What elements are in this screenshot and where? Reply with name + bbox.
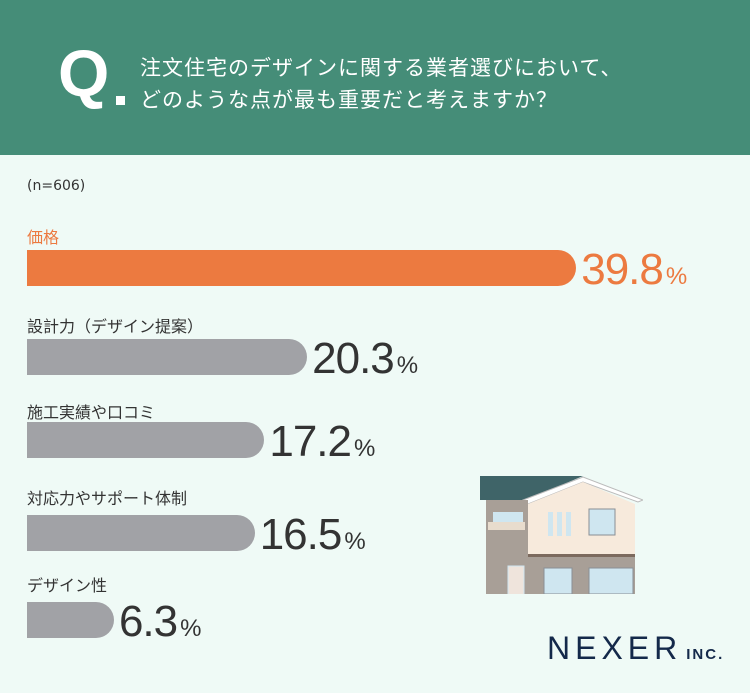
- value-number: 17.2: [269, 417, 352, 466]
- question-line-1: 注文住宅のデザインに関する業者選びにおいて、: [140, 56, 623, 80]
- value-label: 20.3%: [312, 334, 418, 383]
- value-unit: %: [344, 528, 365, 555]
- q-dot: [116, 96, 125, 105]
- value-label: 6.3%: [118, 597, 202, 646]
- nexer-logo: NEXER INC.: [547, 630, 724, 667]
- house-illustration: [480, 476, 643, 594]
- value-label: 39.8%: [581, 245, 687, 294]
- category-label: 施工実績や口コミ: [27, 403, 156, 422]
- value-unit: %: [180, 615, 201, 642]
- bar: [27, 422, 265, 458]
- value-number: 20.3: [312, 334, 395, 383]
- value-unit: %: [396, 352, 418, 379]
- category-label: 対応力やサポート体制: [27, 489, 188, 508]
- question-header: Q 注文住宅のデザインに関する業者選びにおいて、 どのような点が最も重要だと考え…: [0, 0, 750, 155]
- sample-size: (n=606): [27, 178, 86, 194]
- value-label: 17.2%: [269, 417, 375, 466]
- bar: [27, 250, 577, 286]
- value-number: 6.3: [118, 597, 178, 646]
- logo-suffix: INC.: [686, 646, 725, 663]
- value-label: 16.5%: [259, 510, 366, 559]
- logo-name: NEXER: [547, 630, 683, 666]
- value-number: 16.5: [259, 510, 343, 559]
- category-label: デザイン性: [27, 576, 108, 595]
- q-mark: Q: [58, 36, 110, 110]
- bar: [27, 515, 255, 551]
- bar: [27, 339, 308, 375]
- category-label: 価格: [27, 228, 60, 247]
- category-label: 設計力（デザイン提案）: [27, 317, 204, 336]
- value-unit: %: [665, 263, 687, 290]
- bar: [27, 602, 114, 638]
- value-unit: %: [354, 435, 375, 462]
- question-line-2: どのような点が最も重要だと考えますか？: [140, 88, 558, 112]
- value-number: 39.8: [581, 245, 664, 294]
